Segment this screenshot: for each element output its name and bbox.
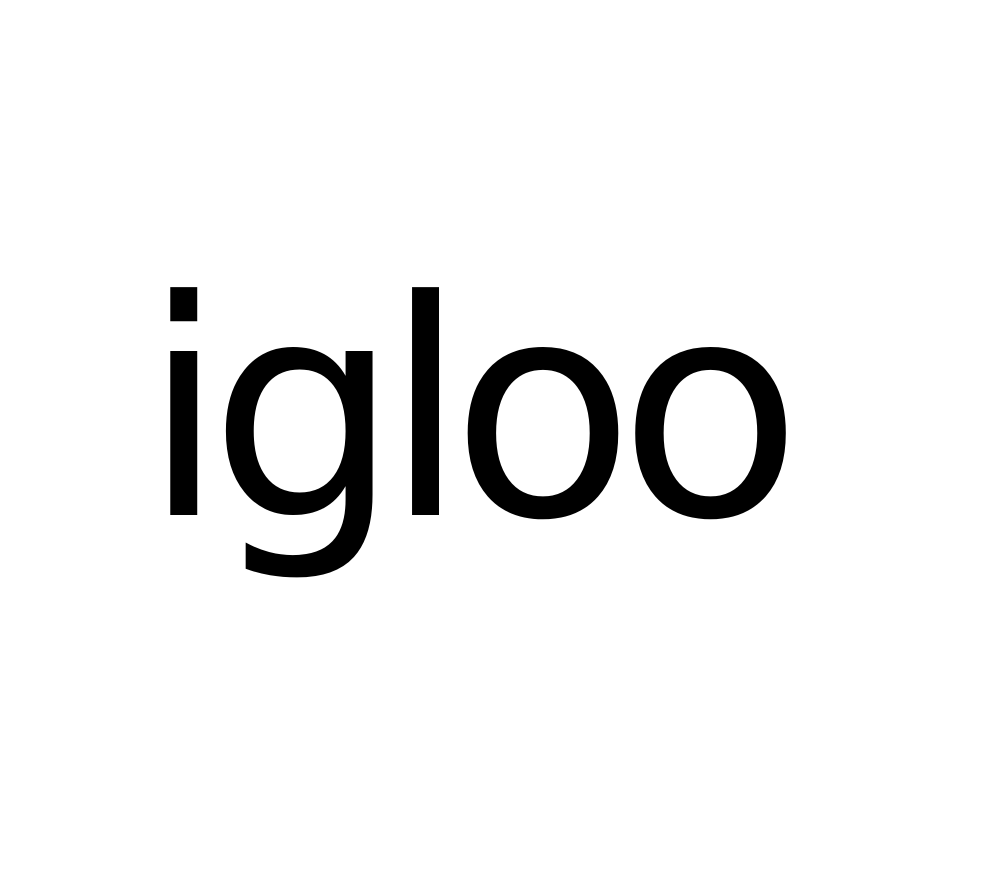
word-text: igloo — [142, 237, 802, 586]
